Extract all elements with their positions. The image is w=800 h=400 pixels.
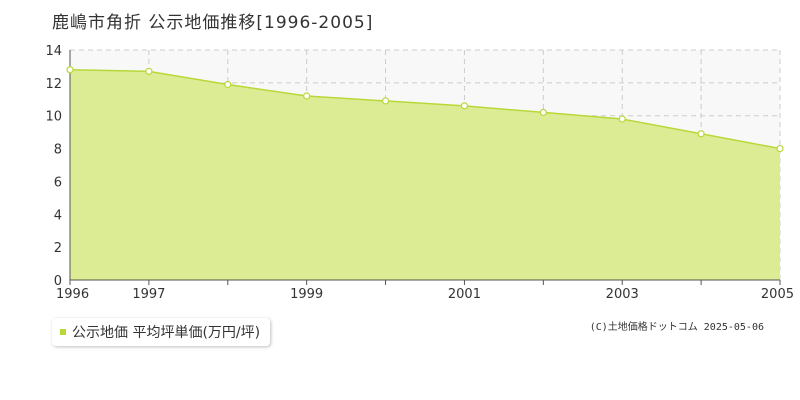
data-point xyxy=(539,108,547,117)
x-tick-label: 2005 xyxy=(761,287,794,302)
y-tick-label: 2 xyxy=(54,241,62,256)
x-tick-label: 2001 xyxy=(448,287,481,302)
x-tick-label: 2003 xyxy=(606,287,639,302)
data-point xyxy=(697,130,705,138)
legend-label: 公示地価 平均坪単価(万円/坪) xyxy=(72,325,261,341)
chart-title: 鹿嶋市角折 公示地価推移[1996-2005] xyxy=(52,13,374,33)
y-tick-label: 0 xyxy=(54,274,62,289)
series-area xyxy=(70,69,780,280)
data-point xyxy=(460,102,469,110)
legend-swatch xyxy=(60,329,66,335)
y-tick-label: 14 xyxy=(45,44,62,59)
data-point xyxy=(145,67,153,75)
copyright-credit: (C)土地価格ドットコム 2025-05-06 xyxy=(589,322,764,333)
x-tick-label: 1997 xyxy=(132,287,165,302)
x-tick-label: 1996 xyxy=(56,287,89,302)
data-point xyxy=(381,97,390,105)
data-point xyxy=(776,144,784,153)
data-point xyxy=(618,115,626,123)
data-point xyxy=(66,66,74,74)
series-line xyxy=(69,68,781,150)
y-tick-label: 12 xyxy=(45,77,62,92)
y-tick-label: 4 xyxy=(54,208,62,223)
y-tick-label: 10 xyxy=(45,110,62,125)
data-point xyxy=(224,80,232,89)
x-tick-label: 1999 xyxy=(290,287,323,302)
chart-legend: 公示地価 平均坪単価(万円/坪) xyxy=(52,318,271,346)
data-point xyxy=(303,92,311,100)
y-tick-label: 6 xyxy=(54,175,62,190)
y-tick-label: 8 xyxy=(54,143,62,158)
